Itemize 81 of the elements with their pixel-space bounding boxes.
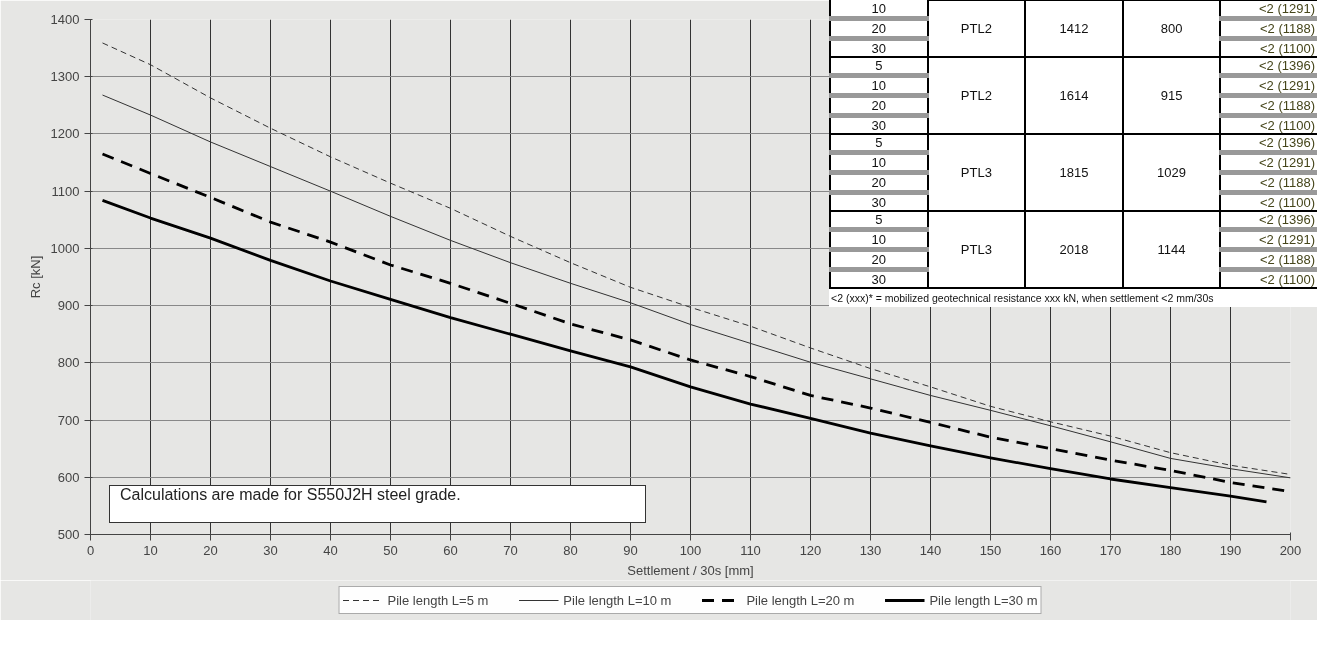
x-tick-label: 80	[563, 542, 578, 558]
annotation: PTL3	[927, 211, 1026, 288]
annotation: 1815	[1025, 134, 1123, 211]
annotation: 20	[830, 95, 928, 116]
x-tick-label: 120	[799, 542, 822, 558]
x-tick-label: 40	[323, 542, 338, 558]
annotation: <2 (1100)	[1220, 192, 1317, 211]
x-tick-label: 110	[740, 542, 761, 558]
annotation: 20	[830, 172, 928, 193]
annotation: 20	[830, 18, 928, 39]
annotation: <2 (1100)	[1220, 269, 1317, 288]
annotation: 5	[830, 211, 928, 230]
text: <2 (1291)	[1258, 1, 1315, 16]
x-tick-label: 170	[1099, 542, 1122, 558]
annotation: 30	[830, 269, 928, 288]
annotation: <2 (1188)	[1220, 172, 1317, 193]
y-tick-label: 700	[57, 412, 80, 428]
annotation: 1144	[1122, 211, 1221, 288]
annotation: <2 (1291)	[1220, 229, 1317, 250]
annotation: <2 (1396)	[1220, 57, 1317, 76]
annotation: 915	[1122, 57, 1221, 134]
annotation: <2 (1100)	[1220, 115, 1317, 134]
annotation: <2 (1396)	[1220, 211, 1317, 230]
annotation: 20	[830, 249, 928, 270]
x-tick-label: 20	[203, 542, 218, 558]
annotation: <2 (xxx)* = mobilized geotechnical resistance xxx kN, when settlement <2 mm/30s	[829, 289, 1317, 307]
x-tick-label: 70	[503, 542, 518, 558]
x-tick-label: 30	[263, 542, 278, 558]
annotation: 800	[1122, 0, 1221, 57]
y-tick-label: 500	[57, 527, 80, 542]
y-tick-label: 1400	[50, 12, 80, 27]
annotation: PTL2	[927, 0, 1026, 57]
annotation: <2 (1188)	[1220, 95, 1317, 116]
annotation: 10	[830, 229, 928, 250]
annotation: 30	[830, 38, 928, 57]
x-tick-label: 10	[143, 542, 158, 558]
annotation: 5	[830, 134, 928, 153]
x-tick-label: 140	[919, 542, 942, 558]
annotation: 1614	[1025, 57, 1123, 134]
annotation: 10	[830, 152, 928, 173]
x-tick-label: 200	[1279, 542, 1302, 558]
x-axis-title: Settlement / 30s [mm]	[627, 562, 754, 578]
annotation: 2018	[1025, 211, 1123, 288]
annotation: PTL3	[927, 134, 1026, 211]
annotation: <2 (1188)	[1220, 18, 1317, 39]
x-tick-label: 190	[1219, 542, 1242, 558]
annotation: <2 (1291)	[1220, 152, 1317, 173]
y-tick-label: 1100	[51, 183, 80, 199]
annotation: 30	[830, 192, 928, 211]
y-axis-title: Rc [kN]	[27, 255, 43, 299]
legend-label: Pile length L=30 m	[929, 592, 1038, 608]
y-tick-label: 900	[57, 298, 80, 314]
x-tick-label: 60	[443, 542, 458, 558]
x-tick-label: 0	[86, 542, 95, 558]
x-tick-label: 90	[623, 542, 638, 558]
x-tick-label: 50	[383, 542, 398, 558]
annotation: <2 (1100)	[1220, 38, 1317, 57]
annotation: <2 (1188)	[1220, 249, 1317, 270]
text: 10	[871, 0, 887, 16]
legend-label: Pile length L=20 m	[746, 592, 855, 608]
y-tick-label: 800	[57, 355, 80, 371]
annotation: 10	[830, 75, 928, 96]
y-tick-label: 600	[57, 469, 80, 485]
annotation: 5	[830, 57, 928, 76]
y-tick-label: 1000	[50, 240, 80, 256]
legend-label: Pile length L=5 m	[387, 592, 489, 608]
x-tick-label: 180	[1159, 542, 1182, 558]
x-tick-label: 130	[859, 542, 882, 558]
annotation: <2 (1396)	[1220, 134, 1317, 153]
annotation: 1029	[1122, 134, 1221, 211]
y-tick-label: 1200	[50, 126, 80, 142]
x-tick-label: 160	[1039, 542, 1062, 558]
x-tick-label: 100	[679, 542, 702, 558]
annotation: 1412	[1025, 0, 1123, 57]
annotation: 30	[830, 115, 928, 134]
legend-label: Pile length L=10 m	[563, 592, 672, 608]
annotation: PTL2	[927, 57, 1026, 134]
annotation: <2 (1291)	[1220, 75, 1317, 96]
x-tick-label: 150	[979, 542, 1002, 558]
y-tick-label: 1300	[50, 69, 80, 85]
note-box: Calculations are made for S550J2H steel grade.	[109, 485, 646, 523]
